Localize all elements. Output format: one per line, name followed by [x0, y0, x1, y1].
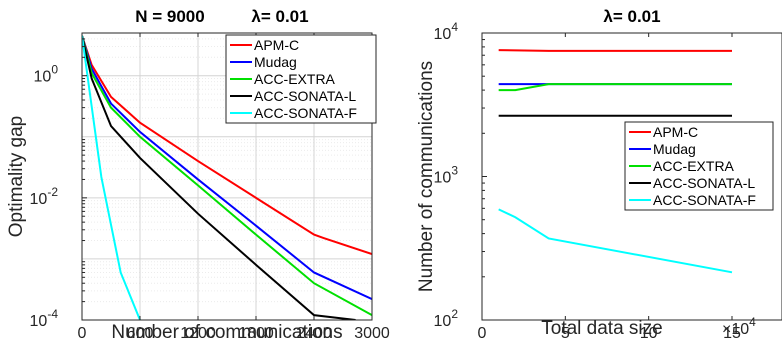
y-tick-label: 10-4: [30, 307, 59, 330]
legend-label-acc-sonata-f: ACC-SONATA-F: [254, 105, 357, 121]
y-tick-label: 10-2: [30, 185, 59, 208]
legend-label-acc-extra: ACC-EXTRA: [254, 71, 336, 87]
series-group: [498, 49, 733, 274]
series-line-acc-extra: [498, 83, 732, 92]
chart-title-param: λ= 0.01: [251, 7, 308, 26]
x-tick-label: 600: [127, 325, 154, 341]
chart-panel-2: 0 5 10 15 102 103 104 λ= 0.01 Total data size Num…: [416, 7, 782, 341]
legend: APM-CMudagACC-EXTRAACC-SONATA-LACC-SONAT…: [225, 34, 377, 124]
x-tick-label: 1800: [238, 325, 274, 341]
y-axis-label: Number of communications: [416, 61, 437, 292]
legend-label-mudag: Mudag: [254, 54, 297, 70]
x-tick-label: 3000: [354, 325, 390, 341]
axes-frame: [81, 32, 373, 321]
y-tick-label: 103: [434, 164, 459, 187]
x-axis-label: Number of communications: [111, 322, 342, 341]
legend-label-acc-extra: ACC-EXTRA: [653, 158, 735, 174]
x-tick-label: 2400: [296, 325, 332, 341]
series-line-acc-sonata-f: [498, 208, 733, 274]
x-tick-label: 10: [640, 325, 658, 341]
legend-label-apm-c: APM-C: [653, 124, 698, 140]
series-line-acc-extra: [82, 35, 372, 317]
series-line-mudag: [82, 35, 372, 300]
legend-label-acc-sonata-l: ACC-SONATA-L: [653, 175, 755, 191]
y-tick-label: 102: [434, 307, 459, 330]
x-tick-label: 5: [561, 325, 570, 341]
series-line-acc-sonata-l: [82, 35, 356, 320]
series-line-apm-c: [82, 35, 372, 256]
chart-title: λ= 0.01: [603, 7, 660, 26]
x-tick-label: 0: [78, 325, 87, 341]
legend-label-acc-sonata-l: ACC-SONATA-L: [254, 88, 356, 104]
x-axis-label: Total data size: [541, 318, 662, 339]
chart-title: N = 9000: [135, 7, 204, 26]
y-axis-label: Optimality gap: [6, 116, 27, 237]
y-tick-label: 104: [434, 20, 459, 43]
y-tick-label: 100: [34, 63, 59, 86]
series-line-apm-c: [498, 49, 732, 52]
x-tick-label: 1200: [180, 325, 216, 341]
chart-panel-1: 0 600 1200 1800 2400 3000 10-4 10-2 100 N = 9000 λ…: [6, 7, 390, 341]
x-tick-label: 15: [723, 325, 741, 341]
legend-label-acc-sonata-f: ACC-SONATA-F: [653, 192, 756, 208]
x-tick-label: 0: [478, 325, 487, 341]
series-line-acc-sonata-f: [82, 35, 141, 320]
x-axis-multiplier: ×104: [722, 315, 756, 338]
series-group: [82, 35, 372, 320]
legend: APM-CMudagACC-EXTRAACC-SONATA-LACC-SONAT…: [624, 121, 774, 211]
legend-label-mudag: Mudag: [653, 141, 696, 157]
legend-label-apm-c: APM-C: [254, 37, 299, 53]
